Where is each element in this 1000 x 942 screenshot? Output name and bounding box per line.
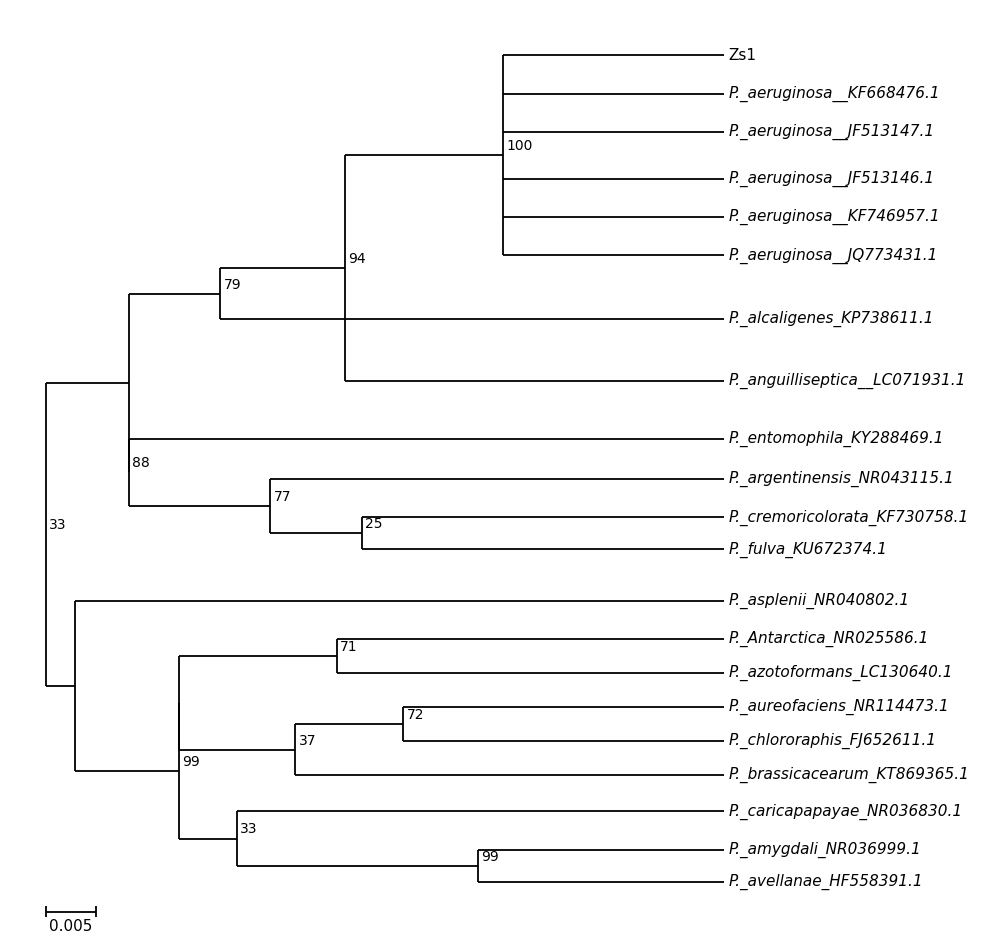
Text: 72: 72 xyxy=(407,708,424,722)
Text: 33: 33 xyxy=(240,822,258,836)
Text: 88: 88 xyxy=(132,456,150,470)
Text: 79: 79 xyxy=(224,278,241,292)
Text: 99: 99 xyxy=(182,755,200,769)
Text: P._aeruginosa__KF668476.1: P._aeruginosa__KF668476.1 xyxy=(729,86,940,102)
Text: P._alcaligenes_KP738611.1: P._alcaligenes_KP738611.1 xyxy=(729,311,934,328)
Text: P._aeruginosa__JF513146.1: P._aeruginosa__JF513146.1 xyxy=(729,171,935,187)
Text: P._fulva_KU672374.1: P._fulva_KU672374.1 xyxy=(729,542,887,558)
Text: 37: 37 xyxy=(299,734,316,748)
Text: 0.005: 0.005 xyxy=(49,918,92,934)
Text: P._amygdali_NR036999.1: P._amygdali_NR036999.1 xyxy=(729,841,921,858)
Text: 100: 100 xyxy=(506,139,533,154)
Text: P._brassicacearum_KT869365.1: P._brassicacearum_KT869365.1 xyxy=(729,767,969,784)
Text: P._argentinensis_NR043115.1: P._argentinensis_NR043115.1 xyxy=(729,471,954,487)
Text: P._aeruginosa__JF513147.1: P._aeruginosa__JF513147.1 xyxy=(729,123,935,140)
Text: P._caricapapayae_NR036830.1: P._caricapapayae_NR036830.1 xyxy=(729,804,963,820)
Text: Zs1: Zs1 xyxy=(729,48,757,63)
Text: P._asplenii_NR040802.1: P._asplenii_NR040802.1 xyxy=(729,593,910,609)
Text: P._chlororaphis_FJ652611.1: P._chlororaphis_FJ652611.1 xyxy=(729,733,937,749)
Text: P._anguilliseptica__LC071931.1: P._anguilliseptica__LC071931.1 xyxy=(729,373,966,389)
Text: 77: 77 xyxy=(274,490,291,504)
Text: 25: 25 xyxy=(365,517,383,531)
Text: P._aureofaciens_NR114473.1: P._aureofaciens_NR114473.1 xyxy=(729,699,949,715)
Text: P._Antarctica_NR025586.1: P._Antarctica_NR025586.1 xyxy=(729,631,929,647)
Text: 94: 94 xyxy=(348,252,366,267)
Text: P._azotoformans_LC130640.1: P._azotoformans_LC130640.1 xyxy=(729,665,953,681)
Text: 71: 71 xyxy=(340,640,358,654)
Text: P._entomophila_KY288469.1: P._entomophila_KY288469.1 xyxy=(729,430,944,447)
Text: P._aeruginosa__KF746957.1: P._aeruginosa__KF746957.1 xyxy=(729,209,940,225)
Text: P._aeruginosa__JQ773431.1: P._aeruginosa__JQ773431.1 xyxy=(729,248,938,264)
Text: 99: 99 xyxy=(482,850,499,864)
Text: P._cremoricolorata_KF730758.1: P._cremoricolorata_KF730758.1 xyxy=(729,510,969,526)
Text: 33: 33 xyxy=(49,518,67,532)
Text: P._avellanae_HF558391.1: P._avellanae_HF558391.1 xyxy=(729,873,923,890)
